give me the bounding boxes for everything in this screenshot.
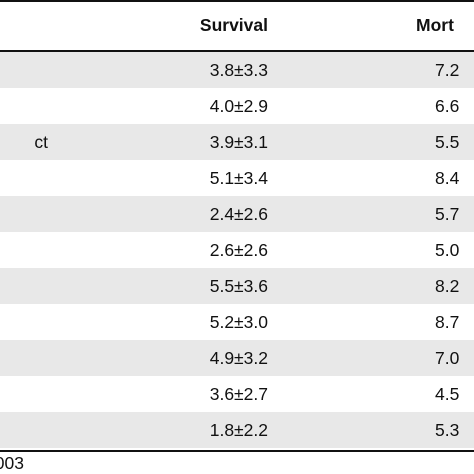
- mortality-cell: 5.3: [435, 420, 460, 440]
- column-header-mortality: Mort: [416, 15, 454, 35]
- mortality-cell: 8.2: [435, 276, 460, 296]
- mortality-cell: 6.6: [435, 96, 460, 116]
- column-header-survival: Survival: [199, 15, 268, 35]
- row-label: ct: [34, 132, 48, 152]
- survival-cell: 2.6±2.6: [209, 240, 268, 260]
- survival-cell: 3.9±3.1: [209, 132, 268, 152]
- mortality-cell: 4.5: [435, 384, 460, 404]
- survival-cell: 5.2±3.0: [209, 312, 268, 332]
- survival-cell: 5.5±3.6: [209, 276, 268, 296]
- survival-cell: 3.8±3.3: [209, 60, 268, 80]
- table-row: 2.4±2.6 5.7: [0, 196, 474, 232]
- survival-cell: 5.1±3.4: [209, 168, 268, 188]
- table-row: 3.6±2.7 4.5: [0, 376, 474, 412]
- mortality-cell: 8.4: [435, 168, 460, 188]
- survival-cell: 4.0±2.9: [209, 96, 268, 116]
- table-row: 5.1±3.4 8.4: [0, 160, 474, 196]
- header-divider-rule: [0, 50, 474, 52]
- table-bottom-rule: [0, 450, 474, 452]
- survival-cell: 4.9±3.2: [209, 348, 268, 368]
- survival-cell: 2.4±2.6: [209, 204, 268, 224]
- table-row: 4.9±3.2 7.0: [0, 340, 474, 376]
- table-row: 1.8±2.2 5.3: [0, 412, 474, 448]
- table-row: 5.2±3.0 8.7: [0, 304, 474, 340]
- mortality-cell: 8.7: [435, 312, 460, 332]
- table-row: 5.5±3.6 8.2: [0, 268, 474, 304]
- table-top-rule: [0, 0, 474, 2]
- table-row: 2.6±2.6 5.0: [0, 232, 474, 268]
- mortality-cell: 5.5: [435, 132, 460, 152]
- mortality-cell: 5.0: [435, 240, 460, 260]
- mortality-cell: 7.0: [435, 348, 460, 368]
- survival-cell: 1.8±2.2: [209, 420, 268, 440]
- table-row: 4.0±2.9 6.6: [0, 88, 474, 124]
- mortality-cell: 7.2: [435, 60, 460, 80]
- mortality-cell: 5.7: [435, 204, 460, 224]
- table-row: 3.8±3.3 7.2: [0, 52, 474, 88]
- table-row: ct 3.9±3.1 5.5: [0, 124, 474, 160]
- table-footnote: 003: [0, 453, 24, 473]
- survival-cell: 3.6±2.7: [209, 384, 268, 404]
